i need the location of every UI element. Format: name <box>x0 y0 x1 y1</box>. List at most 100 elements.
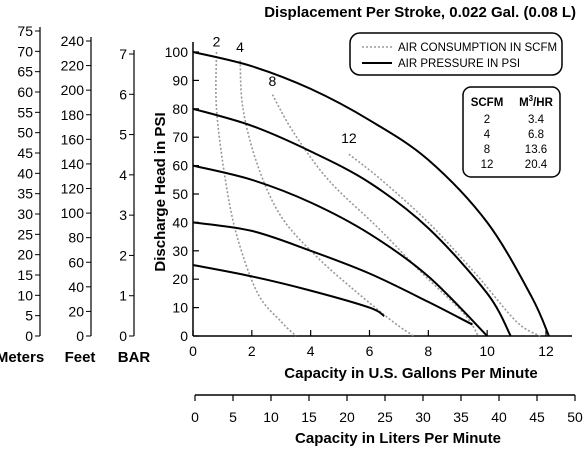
air-consumption-line-2 <box>215 51 297 337</box>
x-tick-label: 8 <box>424 343 432 359</box>
y-tick-label: 60 <box>172 158 188 174</box>
air-consumption-line-12 <box>348 153 541 337</box>
x-axis-label: Capacity in U.S. Gallons Per Minute <box>284 365 537 382</box>
y-tick-label: 70 <box>172 129 188 145</box>
left-scale-tick-label: 180 <box>61 107 85 123</box>
left-scale-tick-label: 120 <box>61 181 85 197</box>
y-tick-label: 80 <box>172 101 188 117</box>
left-scale-tick-label: 6 <box>119 86 127 102</box>
left-scale-tick-label: 10 <box>17 287 33 303</box>
left-scale-tick-label: 75 <box>17 23 33 39</box>
air-consumption-label-8: 8 <box>269 73 277 89</box>
left-scale-tick-label: 50 <box>17 125 33 141</box>
left-scale-tick-label: 200 <box>61 82 85 98</box>
x-tick-label: 2 <box>248 343 256 359</box>
y-tick-label: 40 <box>172 214 188 230</box>
left-scale-tick-label: 60 <box>17 84 33 100</box>
left-scale-feet: 0 20 40 60 80 100 120 140 160 180 200 220 240 Feet <box>61 33 96 366</box>
x2-tick-label: 5 <box>229 409 237 425</box>
table-cell-scfm: 2 <box>484 114 490 126</box>
left-scale-tick-label: 40 <box>68 279 84 295</box>
left-scale-bar: 0 1 2 3 4 5 6 7 BAR <box>118 46 151 366</box>
table-cell-m3hr: 20.4 <box>525 159 548 171</box>
left-scale-tick-label: 0 <box>25 328 33 344</box>
x2-tick-label: 25 <box>377 409 393 425</box>
left-scale-tick-label: 1 <box>119 288 127 304</box>
left-scale-tick-label: 5 <box>25 308 33 324</box>
left-scale-tick-label: 55 <box>17 104 33 120</box>
x2-tick-label: 40 <box>491 409 507 425</box>
y-tick-label: 100 <box>165 44 189 60</box>
left-scale-label: BAR <box>118 349 151 366</box>
x2-tick-label: 15 <box>301 409 317 425</box>
table-rows: 2 3.4 4 6.8 8 13.6 12 20.4 <box>481 114 548 171</box>
x2-tick-label: 10 <box>263 409 279 425</box>
air-pressure-line-40-psi <box>192 221 473 326</box>
y-axis-label: Discharge Head in PSI <box>152 112 169 271</box>
legend-item-air-pressure: AIR PRESSURE IN PSI <box>398 58 520 70</box>
table-header-m3hr: M3/HR <box>519 94 554 109</box>
x2-tick-label: 30 <box>415 409 431 425</box>
left-scale-meters: 0 5 10 15 20 25 30 35 40 45 50 55 60 65 70 75 Meters <box>0 23 44 366</box>
left-scale-tick-label: 240 <box>61 33 85 49</box>
y-tick-label: 90 <box>172 72 188 88</box>
y-tick-label: 50 <box>172 186 188 202</box>
left-scale-label: Feet <box>65 349 96 366</box>
left-scale-tick-label: 30 <box>17 206 33 222</box>
left-scale-tick-label: 40 <box>17 165 33 181</box>
legend: AIR CONSUMPTION IN SCFM AIR PRESSURE IN … <box>349 32 563 76</box>
x-tick-label: 4 <box>307 343 315 359</box>
conversion-table-box <box>462 86 561 178</box>
air-pressure-line-60-psi <box>192 164 488 337</box>
left-scale-tick-label: 80 <box>68 230 84 246</box>
plot-axes: 0 10 20 30 40 50 60 70 80 90 100 0 2 4 6 8 10 12 0 5 10 15 20 2… <box>165 42 583 425</box>
left-scales: 051015202530354045505560657075Meters0204… <box>0 23 150 366</box>
table-cell-scfm: 8 <box>484 144 490 156</box>
left-scale-tick-label: 70 <box>17 43 33 59</box>
left-scale-label: Meters <box>0 349 44 366</box>
left-scale-tick-label: 45 <box>17 145 33 161</box>
left-scale-tick-label: 60 <box>68 254 84 270</box>
x2-tick-label: 45 <box>529 409 545 425</box>
left-scale-tick-label: 3 <box>119 207 127 223</box>
y-tick-label: 0 <box>180 328 188 344</box>
left-scale-tick-label: 20 <box>68 303 84 319</box>
x2-tick-label: 0 <box>191 409 199 425</box>
table-cell-scfm: 4 <box>484 129 491 141</box>
table-header-scfm: SCFM <box>471 97 504 109</box>
air-consumption-line-8 <box>271 94 479 337</box>
table-cell-m3hr: 6.8 <box>528 129 544 141</box>
chart-title: Displacement Per Stroke, 0.022 Gal. (0.0… <box>264 4 576 21</box>
y-tick-label: 30 <box>172 243 188 259</box>
y-tick-label: 10 <box>172 300 188 316</box>
table-cell-m3hr: 13.6 <box>525 144 547 156</box>
left-scale-tick-label: 15 <box>17 267 33 283</box>
x-tick-label: 12 <box>538 343 554 359</box>
air-pressure-line-100-psi <box>192 51 550 337</box>
air-consumption-label-12: 12 <box>341 130 357 146</box>
x2-tick-label: 20 <box>339 409 355 425</box>
table-cell-m3hr: 3.4 <box>528 114 545 126</box>
left-scale-tick-label: 4 <box>119 167 127 183</box>
conversion-table: SCFM M3/HR 2 3.4 4 6.8 8 13.6 12 20.4 <box>462 86 561 178</box>
left-scale-tick-label: 220 <box>61 58 85 74</box>
x-tick-label: 0 <box>189 343 197 359</box>
x2-tick-label: 50 <box>567 409 583 425</box>
left-scale-tick-label: 0 <box>119 328 127 344</box>
air-consumption-label-4: 4 <box>236 39 244 55</box>
left-scale-tick-label: 140 <box>61 156 85 172</box>
left-scale-tick-label: 0 <box>76 328 84 344</box>
left-scale-tick-label: 2 <box>119 247 127 263</box>
air-consumption-label-2: 2 <box>213 33 221 49</box>
x2-tick-label: 35 <box>453 409 469 425</box>
air-pressure-line-20-psi <box>192 264 385 317</box>
y-tick-label: 20 <box>172 271 188 287</box>
air-consumption-line-4 <box>239 60 415 337</box>
left-scale-tick-label: 160 <box>61 131 85 147</box>
left-scale-tick-label: 35 <box>17 186 33 202</box>
x-tick-label: 6 <box>366 343 374 359</box>
left-scale-tick-label: 65 <box>17 64 33 80</box>
table-cell-scfm: 12 <box>481 159 494 171</box>
